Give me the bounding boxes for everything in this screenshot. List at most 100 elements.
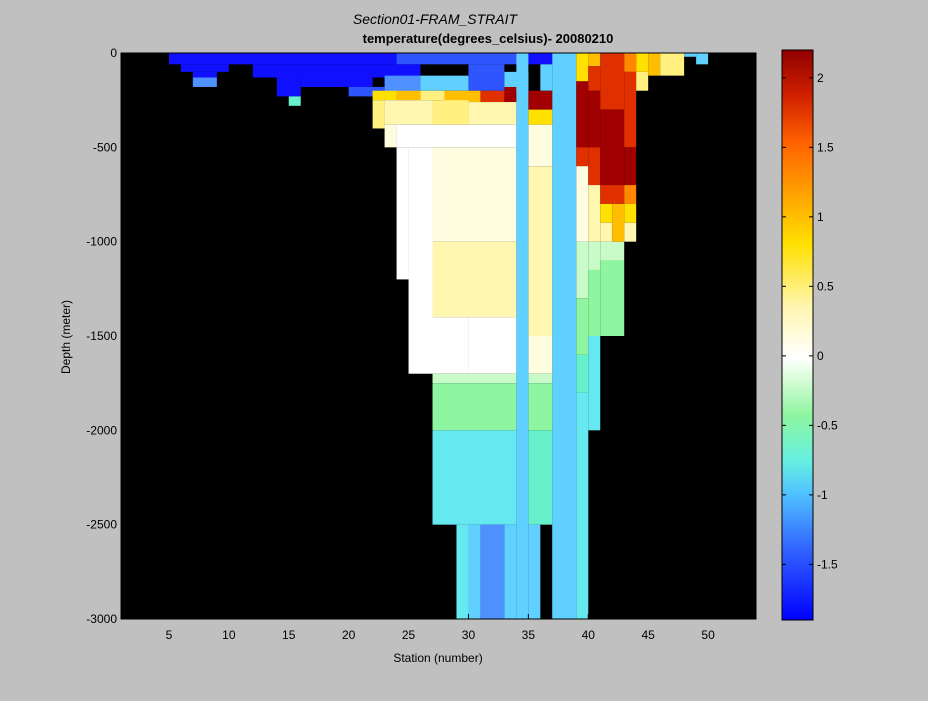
heatmap-cell <box>408 147 433 374</box>
x-tick-label: 50 <box>701 628 715 642</box>
heatmap-cell <box>468 64 505 91</box>
heatmap-cell <box>432 373 517 384</box>
colorbar-tick-label: -0.5 <box>817 418 838 432</box>
heatmap-cell <box>180 64 229 72</box>
heatmap-cell <box>612 203 625 242</box>
y-tick-label: -500 <box>93 140 117 154</box>
heatmap-cell <box>696 53 709 65</box>
heatmap-cell <box>600 203 613 223</box>
heatmap-cell <box>624 71 637 148</box>
heatmap-cell <box>468 102 517 125</box>
heatmap-cell <box>504 86 517 110</box>
heatmap-cell <box>528 383 553 431</box>
heatmap-cell <box>468 524 481 619</box>
heatmap-cell <box>456 524 469 619</box>
heatmap-cell <box>588 336 601 431</box>
colorbar-tick-label: 1.5 <box>817 140 834 154</box>
heatmap-cell <box>504 524 517 619</box>
y-tick-label: -1500 <box>86 329 117 343</box>
heatmap-cell <box>528 336 553 374</box>
heatmap-cell <box>432 430 517 525</box>
heatmap-cell <box>480 524 505 619</box>
chart-title: Section01-FRAM_STRAIT <box>353 11 519 27</box>
heatmap-cell <box>192 77 217 87</box>
y-axis: 0 -500 -1000 -1500 -2000 -2500 -3000 <box>86 46 126 626</box>
heatmap-cell <box>588 66 601 91</box>
x-axis-label: Station (number) <box>393 651 482 665</box>
y-axis-label: Depth (meter) <box>59 300 73 374</box>
heatmap-cell <box>432 100 469 125</box>
heatmap-cell <box>396 124 517 148</box>
heatmap-cell <box>588 269 601 336</box>
heatmap-cell <box>624 147 637 186</box>
heatmap-cell <box>636 71 649 91</box>
colorbar-tick-label: -1 <box>817 488 828 502</box>
heatmap-cell <box>624 53 637 72</box>
heatmap-cell <box>252 64 421 78</box>
heatmap-cell <box>288 96 301 106</box>
x-tick-label: 45 <box>641 628 655 642</box>
heatmap-cell <box>600 109 625 186</box>
heatmap-cell <box>636 53 649 72</box>
heatmap-cell <box>528 373 553 384</box>
x-tick-label: 20 <box>342 628 356 642</box>
heatmap-cell <box>444 90 481 103</box>
heatmap-cell <box>576 166 589 242</box>
heatmap-cell <box>600 260 625 336</box>
heatmap-cell <box>576 241 589 299</box>
heatmap-cell <box>420 75 469 91</box>
colorbar-tick-label: 1 <box>817 210 824 224</box>
x-axis: 5 10 15 20 25 30 35 40 45 50 <box>166 614 715 642</box>
x-tick-label: 5 <box>166 628 173 642</box>
heatmap-cell <box>660 53 685 76</box>
heatmap-cell <box>552 53 577 619</box>
x-tick-label: 15 <box>282 628 296 642</box>
heatmap-cell <box>648 53 661 76</box>
heatmap-cell <box>624 203 637 223</box>
heatmap-cell <box>384 124 397 148</box>
heatmap-cell <box>588 53 601 67</box>
x-tick-label: 40 <box>582 628 596 642</box>
heatmap-cell <box>528 53 565 65</box>
heatmap-cell <box>396 53 529 65</box>
heatmap-cell <box>576 298 589 355</box>
heatmap-cell <box>480 90 505 103</box>
x-tick-label: 25 <box>402 628 416 642</box>
colorbar-tick-label: 0.5 <box>817 279 834 293</box>
x-tick-label: 10 <box>222 628 236 642</box>
heatmap-cell <box>516 53 529 619</box>
colorbar-tick-label: -1.5 <box>817 557 838 571</box>
heatmap-cell <box>372 100 385 129</box>
heatmap-cell <box>384 100 433 125</box>
y-tick-label: -2000 <box>86 423 117 437</box>
heatmap-cell <box>576 354 589 393</box>
heatmap-cell <box>528 90 553 110</box>
heatmap-cell <box>600 222 613 242</box>
heatmap-cell <box>528 430 553 525</box>
heatmap-cell <box>300 77 373 87</box>
y-tick-label: 0 <box>110 46 117 60</box>
heatmap-cell <box>600 185 625 204</box>
heatmap-cell <box>624 185 637 204</box>
heatmap-cell <box>540 64 553 91</box>
heatmap-cell <box>600 53 625 110</box>
heatmap-cell <box>588 147 601 186</box>
heatmap-cell <box>576 81 589 148</box>
heatmap-cell <box>528 166 553 336</box>
heatmap-cell <box>588 90 601 148</box>
heatmap-cell <box>576 53 589 82</box>
heatmap-cell <box>528 124 553 167</box>
heatmap-cells <box>168 53 709 619</box>
heatmap-cell <box>432 147 517 242</box>
x-tick-label: 30 <box>462 628 476 642</box>
y-tick-label: -2500 <box>86 518 117 532</box>
heatmap-cell <box>432 241 517 318</box>
heatmap-cell <box>432 317 469 374</box>
heatmap-cell <box>528 524 541 619</box>
heatmap-cell <box>528 109 553 125</box>
y-tick-label: -1000 <box>86 235 117 249</box>
colorbar-tick-label: 0 <box>817 349 824 363</box>
heatmap-cell <box>372 90 397 101</box>
